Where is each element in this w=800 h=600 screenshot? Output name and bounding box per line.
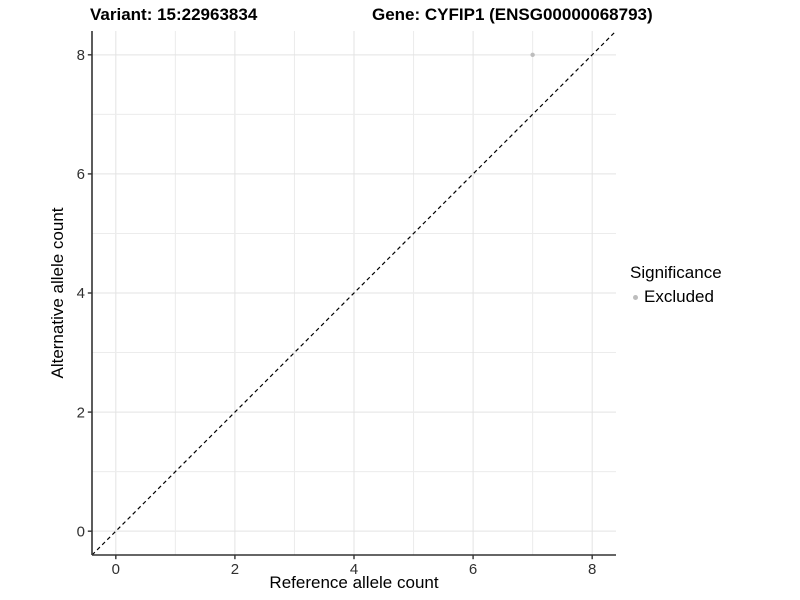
x-tick-label: 2	[231, 561, 239, 578]
data-point-excluded[interactable]	[530, 52, 535, 58]
x-tick-label: 0	[112, 561, 120, 578]
x-tick-label: 4	[350, 561, 358, 578]
legend-title: Significance	[630, 263, 722, 282]
x-tick-label: 6	[469, 561, 477, 578]
y-tick-label: 4	[77, 285, 85, 302]
x-axis-title: Reference allele count	[269, 573, 439, 592]
legend: Significance Excluded	[630, 263, 722, 307]
legend-entry-excluded[interactable]: Excluded	[630, 287, 722, 307]
excluded-dot-icon	[633, 294, 638, 300]
gene-title: Gene: CYFIP1 (ENSG00000068793)	[372, 5, 653, 24]
y-tick-label: 6	[77, 166, 85, 183]
variant-title: Variant: 15:22963834	[90, 5, 258, 24]
y-tick-label: 8	[77, 47, 85, 64]
y-tick-label: 2	[77, 404, 85, 421]
y-tick-label: 0	[77, 523, 85, 540]
legend-entry-label: Excluded	[644, 287, 714, 306]
y-axis-title: Alternative allele count	[48, 207, 67, 379]
x-tick-label: 8	[588, 561, 596, 578]
identity-dashed-line	[91, 30, 617, 556]
